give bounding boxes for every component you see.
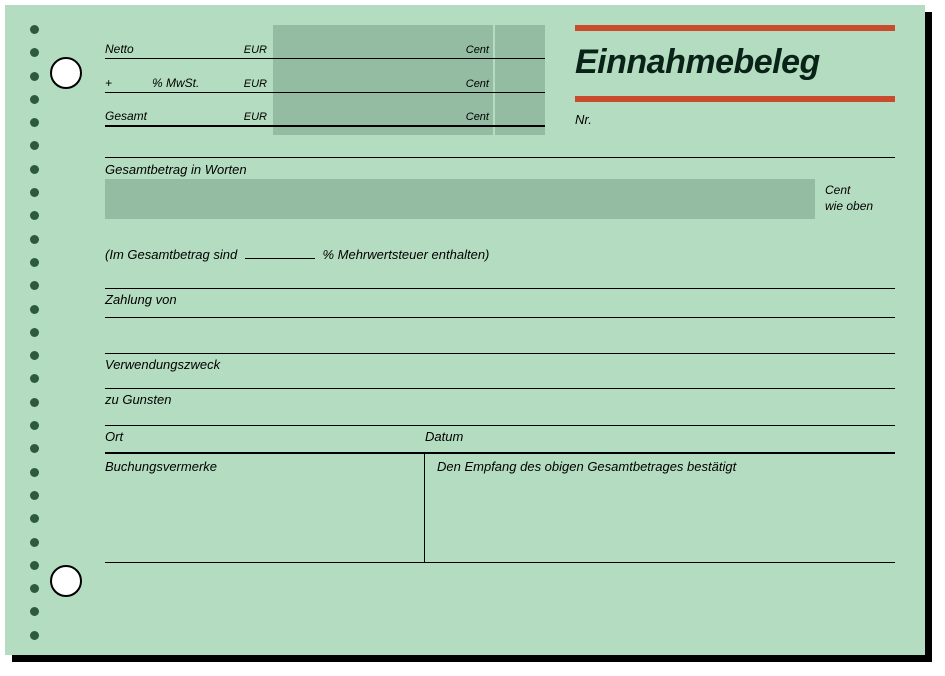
perforation-dot	[30, 258, 39, 267]
accent-bar-top	[575, 25, 895, 31]
perforation-dot	[30, 444, 39, 453]
perforation-dot	[30, 584, 39, 593]
amount-label: Gesamt	[105, 109, 235, 123]
perforation-dot	[30, 538, 39, 547]
punch-hole-bottom	[50, 565, 82, 597]
zahlung-von-line[interactable]	[105, 317, 895, 318]
perforation-dot	[30, 468, 39, 477]
accent-bar-bottom	[575, 96, 895, 102]
document-title: Einnahmebeleg	[575, 43, 895, 82]
cent-side-label: Cent	[825, 183, 895, 199]
buchungsvermerke-label: Buchungsvermerke	[105, 454, 425, 562]
amount-in-words-section: Gesamtbetrag in Worten Cent wie oben	[105, 157, 895, 219]
verwendungszweck-label: Verwendungszweck	[105, 353, 895, 372]
title-box: Einnahmebeleg Nr.	[575, 25, 895, 135]
perforation-dot	[30, 141, 39, 150]
punch-hole-top	[50, 57, 82, 89]
wieoben-label: wie oben	[825, 199, 895, 215]
cent-label: Cent	[453, 78, 495, 90]
amount-words-side: Cent wie oben	[815, 183, 895, 214]
perforation-dot	[30, 351, 39, 360]
eur-label: EUR	[235, 78, 273, 90]
amount-words-label: Gesamtbetrag in Worten	[105, 158, 895, 179]
perforation-dot	[30, 305, 39, 314]
perforation-dot	[30, 95, 39, 104]
vat-note: (Im Gesamtbetrag sind % Mehrwertsteuer e…	[105, 247, 895, 262]
amount-words-field[interactable]	[105, 179, 815, 219]
amount-label: + % MwSt.	[105, 76, 235, 90]
vat-note-pre: (Im Gesamtbetrag sind	[105, 247, 237, 262]
vat-percent-field[interactable]	[245, 258, 315, 259]
perforation-dot	[30, 561, 39, 570]
confirmation-section: Buchungsvermerke Den Empfang des obigen …	[105, 452, 895, 562]
vat-note-post: % Mehrwertsteuer enthalten)	[322, 247, 489, 262]
amount-row-netto: Netto EUR Cent	[105, 25, 545, 59]
zahlung-von-label: Zahlung von	[105, 288, 895, 307]
empfang-label: Den Empfang des obigen Gesamtbetrages be…	[425, 454, 895, 562]
perforation-dot	[30, 328, 39, 337]
perforation-dot	[30, 491, 39, 500]
receipt-form: Netto EUR Cent + % MwSt. EUR Cent Gesamt	[5, 5, 925, 655]
perforation-dot	[30, 421, 39, 430]
perforation-dot	[30, 374, 39, 383]
perforation-dot	[30, 25, 39, 34]
perforation-dot	[30, 281, 39, 290]
bottom-rule	[105, 562, 895, 563]
amount-row-gesamt: Gesamt EUR Cent	[105, 93, 545, 127]
perforation-dot	[30, 188, 39, 197]
perforation-strip	[30, 25, 39, 640]
number-label: Nr.	[575, 112, 895, 127]
perforation-dot	[30, 211, 39, 220]
amount-label: Netto	[105, 42, 235, 56]
datum-label: Datum	[425, 429, 895, 444]
amount-box: Netto EUR Cent + % MwSt. EUR Cent Gesamt	[105, 25, 545, 135]
content-area: Netto EUR Cent + % MwSt. EUR Cent Gesamt	[105, 25, 895, 635]
amount-row-mwst: + % MwSt. EUR Cent	[105, 59, 545, 93]
ort-datum-row: Ort Datum	[105, 425, 895, 444]
perforation-dot	[30, 398, 39, 407]
perforation-dot	[30, 118, 39, 127]
top-section: Netto EUR Cent + % MwSt. EUR Cent Gesamt	[105, 25, 895, 135]
perforation-dot	[30, 514, 39, 523]
cent-label: Cent	[453, 111, 495, 123]
cent-label: Cent	[453, 44, 495, 56]
ort-label: Ort	[105, 429, 425, 444]
eur-label: EUR	[235, 44, 273, 56]
zu-gunsten-label: zu Gunsten	[105, 388, 895, 407]
perforation-dot	[30, 631, 39, 640]
perforation-dot	[30, 48, 39, 57]
eur-label: EUR	[235, 111, 273, 123]
perforation-dot	[30, 235, 39, 244]
perforation-dot	[30, 607, 39, 616]
perforation-dot	[30, 72, 39, 81]
perforation-dot	[30, 165, 39, 174]
